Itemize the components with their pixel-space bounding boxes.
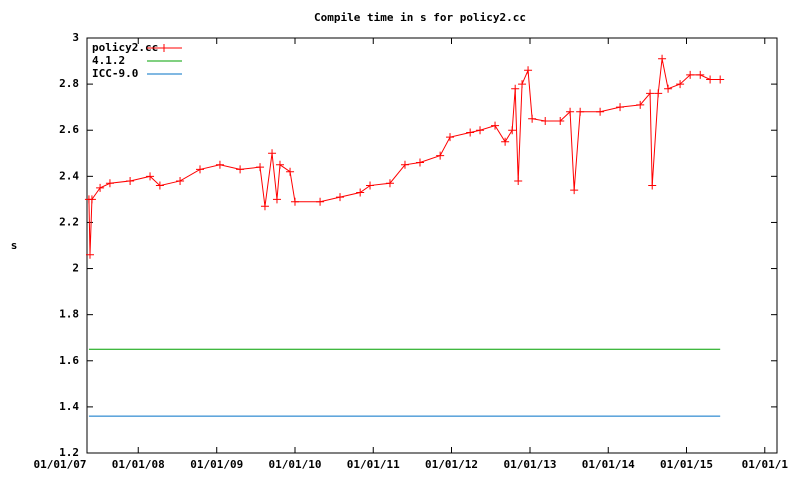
point-marker [400, 160, 409, 169]
point-marker [366, 181, 375, 190]
x-tick-label: 01/01/09 [190, 458, 243, 471]
chart-title: Compile time in s for policy2.cc [314, 11, 526, 24]
point-marker [215, 160, 224, 169]
point-marker [272, 195, 281, 204]
point-marker [491, 121, 500, 130]
plot-border [86, 37, 778, 454]
legend-label: policy2.cc [92, 41, 158, 54]
y-tick-label: 1.4 [59, 400, 79, 413]
y-tick-label: 2.6 [59, 123, 79, 136]
y-tick-label: 2.8 [59, 77, 79, 90]
point-marker [87, 195, 96, 204]
point-marker [508, 126, 517, 135]
y-tick-label: 2.2 [59, 215, 79, 228]
point-marker [476, 126, 485, 135]
point-marker [466, 128, 475, 137]
point-marker [336, 193, 345, 202]
x-tick-label: 01/01/13 [503, 458, 556, 471]
legend-label: ICC-9.0 [92, 67, 138, 80]
point-marker [556, 117, 565, 125]
point-marker [518, 80, 527, 89]
y-tick-label: 2 [72, 262, 79, 275]
point-marker [86, 250, 95, 259]
x-tick-label: 01/01/14 [582, 458, 635, 471]
point-marker [646, 89, 655, 98]
point-marker [636, 100, 645, 109]
point-marker [596, 107, 605, 116]
y-tick-label: 3 [72, 31, 79, 44]
point-marker [566, 107, 575, 116]
point-marker [286, 167, 295, 176]
point-marker [570, 186, 579, 195]
y-axis-label: s [11, 239, 18, 252]
point-marker [105, 179, 114, 188]
point-marker [176, 176, 185, 185]
point-marker [155, 181, 164, 190]
y-tick-label: 2.4 [59, 169, 79, 182]
point-marker [706, 75, 715, 84]
point-marker [275, 160, 284, 169]
point-marker [686, 70, 695, 79]
y-tick-label: 1.8 [59, 308, 79, 321]
point-marker [385, 179, 394, 188]
point-marker [716, 75, 725, 84]
point-marker [356, 188, 365, 197]
point-marker [96, 183, 105, 192]
point-marker [256, 163, 265, 172]
point-marker [528, 114, 537, 123]
x-tick-label: 01/01/08 [112, 458, 165, 471]
point-marker [501, 137, 510, 146]
point-marker [146, 172, 155, 181]
point-marker [541, 117, 550, 125]
point-marker [648, 181, 657, 190]
x-tick-label: 01/01/15 [660, 458, 713, 471]
point-marker [316, 197, 325, 206]
x-tick-label: 01/01/10 [268, 458, 321, 471]
x-tick-label: 01/01/11 [347, 458, 400, 471]
point-marker [260, 202, 269, 211]
point-marker [576, 107, 585, 116]
x-tick-label: 01/01/1 [742, 458, 789, 471]
point-marker [511, 84, 520, 93]
point-marker [236, 165, 245, 174]
point-marker [524, 66, 533, 75]
point-marker [616, 103, 625, 112]
y-tick-label: 1.2 [59, 446, 79, 459]
point-marker [415, 158, 424, 167]
legend-marker [160, 44, 168, 52]
series-line [88, 58, 721, 255]
point-marker [446, 133, 455, 142]
point-marker [436, 151, 445, 160]
point-marker [126, 176, 135, 185]
point-marker [696, 70, 705, 79]
y-tick-label: 1.6 [59, 354, 79, 367]
point-marker [676, 80, 685, 89]
point-marker [195, 165, 204, 174]
point-marker [654, 89, 663, 98]
x-tick-label: 01/01/12 [425, 458, 478, 471]
point-marker [514, 176, 523, 185]
x-tick-label: 01/01/07 [33, 458, 86, 471]
legend-label: 4.1.2 [92, 54, 125, 67]
point-marker [268, 149, 277, 158]
point-marker [290, 197, 299, 206]
point-marker [658, 54, 667, 63]
point-marker [664, 84, 673, 93]
